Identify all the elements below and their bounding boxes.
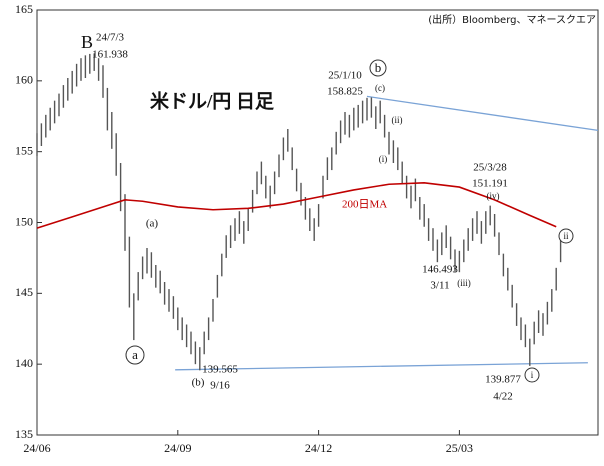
wave-label: ii xyxy=(563,231,569,241)
annotation: 24/7/3 xyxy=(96,32,125,44)
ma-label: 200日MA xyxy=(342,199,387,211)
annotation: 139.877 xyxy=(485,374,521,386)
wave-circle xyxy=(369,59,387,77)
annotation: B xyxy=(81,32,93,52)
annotation: 25/3/28 xyxy=(473,162,507,174)
y-tick-label: 140 xyxy=(15,356,33,370)
trendline xyxy=(366,95,599,132)
x-tick-label: 24/09 xyxy=(164,441,191,455)
wave-label: i xyxy=(531,370,534,380)
annotation: 3/11 xyxy=(430,280,449,292)
annotation: (a) xyxy=(146,218,159,230)
x-tick-label: 25/03 xyxy=(446,441,473,455)
annotation: (iii) xyxy=(457,278,471,288)
annotation: (ii) xyxy=(392,115,403,125)
y-tick-label: 145 xyxy=(15,285,33,299)
annotation: 161.938 xyxy=(92,49,128,61)
wave-circle xyxy=(524,367,540,383)
chart-title: 米ドル/円 日足 xyxy=(150,89,275,112)
trendline xyxy=(175,362,588,371)
y-tick-label: 165 xyxy=(15,2,33,16)
annotation: (iv) xyxy=(487,191,500,201)
moving-average xyxy=(36,182,557,229)
plot-frame xyxy=(36,9,599,436)
wave-label: b xyxy=(375,60,382,75)
y-tick-label: 135 xyxy=(15,427,33,441)
annotation: 151.191 xyxy=(472,178,508,190)
annotation: 139.565 xyxy=(202,364,238,376)
annotation: 158.825 xyxy=(327,86,363,98)
annotation: 4/22 xyxy=(493,391,513,403)
wave-circle xyxy=(125,345,145,365)
annotation: (c) xyxy=(375,83,385,93)
y-tick-label: 160 xyxy=(15,73,33,87)
annotation: 146.493 xyxy=(422,264,458,276)
annotation: 25/1/10 xyxy=(328,70,362,82)
wave-label: a xyxy=(132,347,138,362)
wave-circle xyxy=(558,228,574,244)
annotation: (b) xyxy=(192,377,205,389)
annotation: 9/16 xyxy=(210,380,230,392)
y-tick-label: 155 xyxy=(15,143,33,157)
x-tick-label: 24/06 xyxy=(23,441,50,455)
y-tick-label: 150 xyxy=(15,214,33,228)
source: (出所）Bloomberg、マネースクエア xyxy=(428,13,596,26)
annotation: (i) xyxy=(379,154,388,164)
x-tick-label: 24/12 xyxy=(305,441,332,455)
